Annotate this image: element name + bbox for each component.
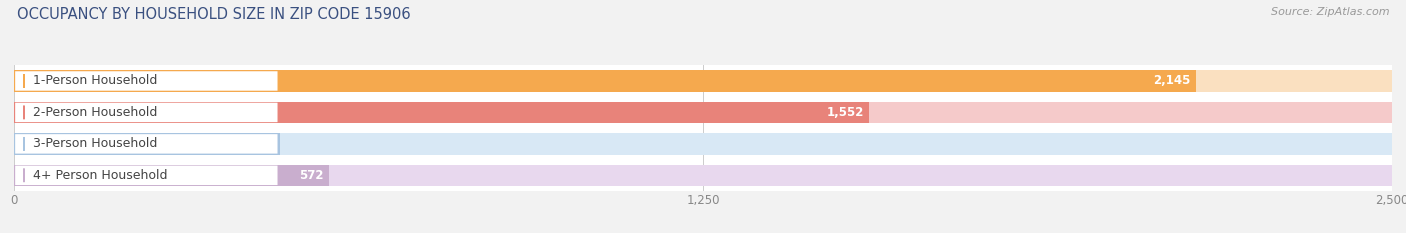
Text: 1-Person Household: 1-Person Household — [34, 75, 157, 87]
Text: 572: 572 — [299, 169, 323, 182]
FancyBboxPatch shape — [15, 166, 277, 185]
Text: 3-Person Household: 3-Person Household — [34, 137, 157, 150]
Text: 482: 482 — [250, 137, 274, 150]
Text: OCCUPANCY BY HOUSEHOLD SIZE IN ZIP CODE 15906: OCCUPANCY BY HOUSEHOLD SIZE IN ZIP CODE … — [17, 7, 411, 22]
Text: 2-Person Household: 2-Person Household — [34, 106, 157, 119]
Bar — [14, 70, 1392, 92]
FancyBboxPatch shape — [15, 71, 277, 91]
Text: 4+ Person Household: 4+ Person Household — [34, 169, 167, 182]
Text: 1,552: 1,552 — [827, 106, 863, 119]
Bar — [14, 70, 1197, 92]
Bar — [14, 133, 1392, 154]
FancyBboxPatch shape — [15, 103, 277, 122]
Bar — [14, 102, 869, 123]
Bar — [14, 165, 1392, 186]
Text: 2,145: 2,145 — [1153, 75, 1191, 87]
Bar — [14, 102, 1392, 123]
Bar — [14, 133, 280, 154]
Bar — [14, 165, 329, 186]
FancyBboxPatch shape — [15, 134, 277, 154]
Text: Source: ZipAtlas.com: Source: ZipAtlas.com — [1271, 7, 1389, 17]
